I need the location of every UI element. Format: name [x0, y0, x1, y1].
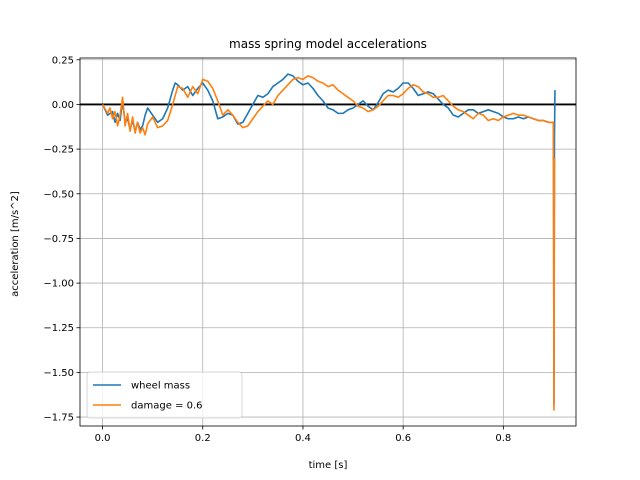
y-axis-label: acceleration [m/s^2] — [10, 191, 21, 297]
y-tick-label: −1.00 — [43, 279, 74, 290]
x-tick-label: 0.0 — [95, 433, 111, 444]
series-line-2 — [101, 75, 556, 411]
y-tick-label: −1.25 — [43, 323, 74, 334]
legend-label-2: damage = 0.6 — [131, 401, 202, 412]
y-tick-label: −1.75 — [43, 413, 74, 424]
legend-label-1: wheel mass — [131, 381, 190, 392]
y-tick-label: −0.50 — [43, 189, 74, 200]
chart-title: mass spring model accelerations — [229, 37, 427, 51]
legend-box — [86, 371, 243, 419]
y-tick-label: −1.50 — [43, 368, 74, 379]
y-tick-label: −0.75 — [43, 234, 74, 245]
y-tick-label: −0.25 — [43, 145, 74, 156]
grid — [80, 58, 576, 426]
x-axis-label: time [s] — [309, 460, 348, 471]
plot-frame — [79, 57, 577, 427]
x-tick-label: 0.8 — [495, 433, 511, 444]
ticks: 0.0 0.2 0.4 0.6 0.8 0.25 0.00 −0.25 −0.50 −0.75 −1… — [43, 55, 511, 444]
y-tick-label: 0.00 — [52, 100, 74, 111]
series-layer — [101, 73, 556, 411]
legend: wheel mass damage = 0.6 — [86, 371, 243, 419]
x-tick-label: 0.4 — [295, 433, 311, 444]
x-tick-label: 0.6 — [395, 433, 411, 444]
series-line-1 — [101, 73, 556, 406]
y-tick-label: 0.25 — [52, 55, 74, 66]
x-tick-label: 0.2 — [195, 433, 211, 444]
